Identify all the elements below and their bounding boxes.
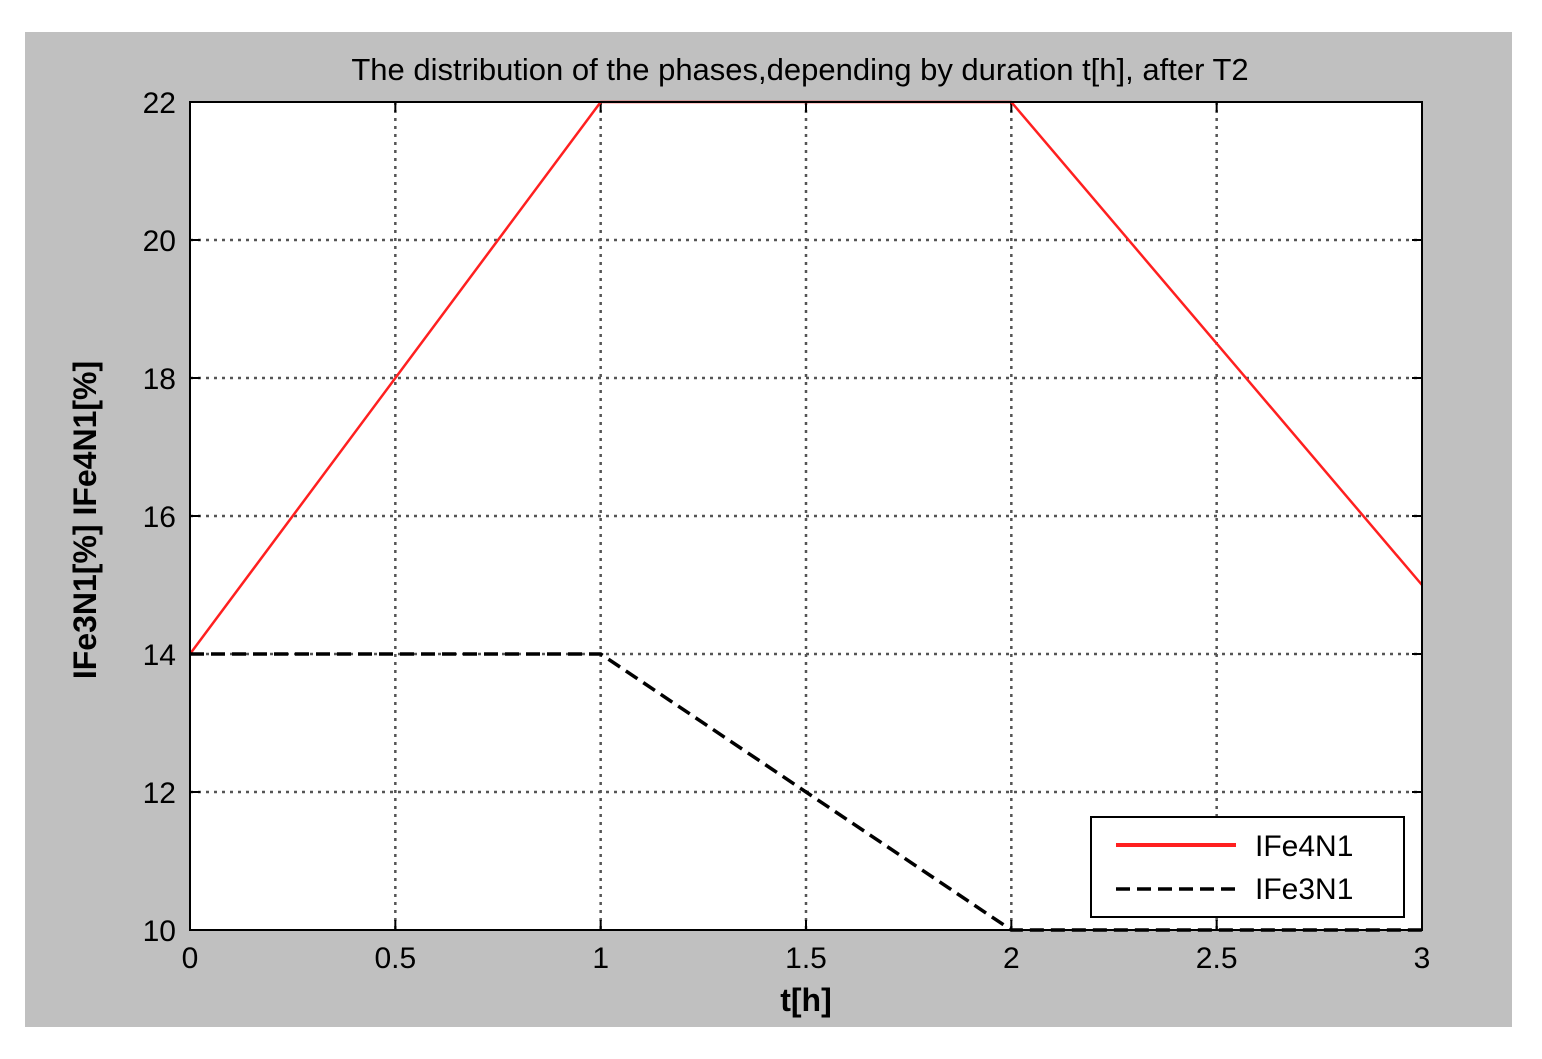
y-tick-label-14: 14: [143, 639, 176, 672]
y-tick-label-10: 10: [143, 915, 176, 948]
x-tick-label-0-5: 0.5: [374, 942, 416, 975]
chart-title: The distribution of the phases,depending…: [351, 52, 1248, 87]
x-tick-label-2-5: 2.5: [1196, 942, 1238, 975]
y-tick-labels: 10 12 14 16 18 20 22: [143, 87, 176, 948]
y-axis-label: IFe3N1[%] IFe4N1[%]: [67, 361, 103, 679]
x-tick-label-2: 2: [1003, 942, 1020, 975]
grid-lines: [190, 102, 1422, 930]
legend: IFe4N1 IFe3N1: [1090, 816, 1405, 918]
y-tick-label-16: 16: [143, 501, 176, 534]
y-tick-label-18: 18: [143, 363, 176, 396]
y-tick-label-20: 20: [143, 225, 176, 258]
y-tick-label-22: 22: [143, 87, 176, 120]
x-tick-label-3: 3: [1414, 942, 1431, 975]
legend-label-ife3n1: IFe3N1: [1255, 873, 1353, 906]
x-axis-label: t[h]: [780, 982, 832, 1018]
y-tick-label-12: 12: [143, 777, 176, 810]
series-line-ife3n1: [190, 652, 1422, 932]
x-tick-label-1-5: 1.5: [785, 942, 827, 975]
x-tick-label-0: 0: [182, 942, 199, 975]
legend-box: [1090, 816, 1405, 918]
x-tick-label-1: 1: [592, 942, 609, 975]
x-tick-labels: 0 0.5 1 1.5 2 2.5 3: [182, 942, 1431, 975]
plot-frame: [189, 101, 1423, 931]
legend-label-ife4n1: IFe4N1: [1255, 830, 1353, 863]
